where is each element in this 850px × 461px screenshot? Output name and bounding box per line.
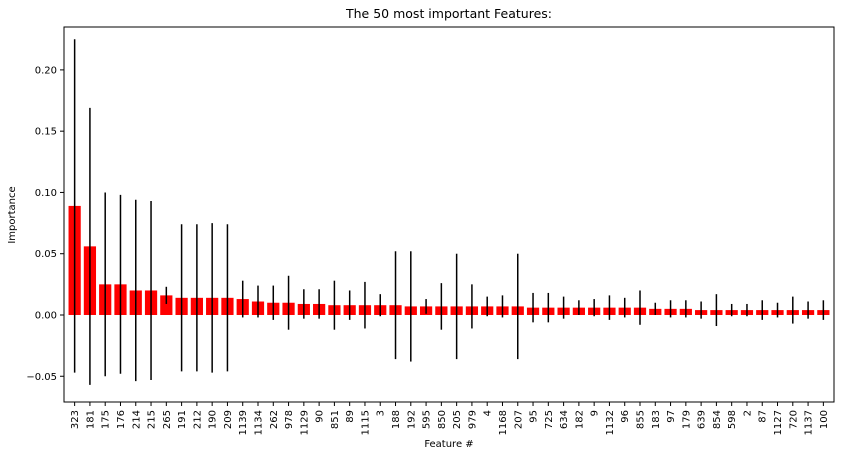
x-tick-label-851: 851 xyxy=(330,410,341,429)
x-tick-label-979: 979 xyxy=(467,410,478,429)
x-tick-label-179: 179 xyxy=(681,410,692,429)
bars-group xyxy=(68,205,830,315)
x-axis: 323 181 175 176 214 215 265 191 212 190 209 1139 113… xyxy=(70,402,830,435)
x-tick-label-262: 262 xyxy=(269,410,280,429)
y-tick-label: 0.10 xyxy=(35,188,57,199)
x-tick-label-598: 598 xyxy=(727,410,738,429)
x-tick-label-854: 854 xyxy=(712,410,723,429)
error-bars-group xyxy=(73,39,825,385)
x-tick-label-183: 183 xyxy=(651,410,662,429)
x-tick-label-595: 595 xyxy=(422,410,433,429)
x-tick-label-207: 207 xyxy=(513,410,524,429)
x-tick-label-212: 212 xyxy=(192,410,203,429)
x-tick-label-209: 209 xyxy=(223,410,234,429)
x-tick-label-9: 9 xyxy=(590,410,601,416)
x-tick-label-639: 639 xyxy=(697,410,708,429)
x-tick-label-100: 100 xyxy=(819,410,830,429)
plot-frame xyxy=(63,26,835,403)
x-tick-label-855: 855 xyxy=(636,410,647,429)
x-tick-label-97: 97 xyxy=(666,410,677,423)
x-tick-label-4: 4 xyxy=(483,410,494,416)
x-tick-label-2: 2 xyxy=(742,410,753,416)
x-tick-label-323: 323 xyxy=(70,410,81,429)
y-tick-label: 0.20 xyxy=(35,65,57,76)
x-tick-label-89: 89 xyxy=(345,410,356,423)
x-tick-label-90: 90 xyxy=(315,410,326,423)
x-tick-label-265: 265 xyxy=(162,410,173,429)
x-tick-label-1127: 1127 xyxy=(773,410,784,435)
x-tick-label-634: 634 xyxy=(559,410,570,429)
x-axis-label: Feature # xyxy=(424,439,473,450)
x-tick-label-3: 3 xyxy=(376,410,387,416)
x-tick-label-725: 725 xyxy=(544,410,555,429)
bar-265 xyxy=(160,295,173,315)
y-tick-label: 0.00 xyxy=(35,310,57,321)
x-tick-label-720: 720 xyxy=(788,410,799,429)
y-tick-label: 0.05 xyxy=(35,249,57,260)
x-tick-label-95: 95 xyxy=(529,410,540,423)
x-tick-label-214: 214 xyxy=(131,410,142,429)
x-tick-label-87: 87 xyxy=(758,410,769,423)
x-tick-label-850: 850 xyxy=(437,410,448,429)
x-tick-label-175: 175 xyxy=(101,410,112,429)
y-axis: −0.05 0.00 0.05 0.10 0.15 0.20 xyxy=(26,65,64,383)
x-tick-label-1168: 1168 xyxy=(498,410,509,435)
x-tick-label-1132: 1132 xyxy=(605,410,616,435)
y-tick-label: −0.05 xyxy=(26,372,57,383)
x-tick-label-1137: 1137 xyxy=(804,410,815,435)
x-tick-label-190: 190 xyxy=(208,410,219,429)
x-tick-label-96: 96 xyxy=(620,410,631,423)
x-tick-label-181: 181 xyxy=(85,410,96,429)
y-tick-label: 0.15 xyxy=(35,127,57,138)
x-tick-label-1115: 1115 xyxy=(360,410,371,435)
x-tick-label-978: 978 xyxy=(284,410,295,429)
x-tick-label-1134: 1134 xyxy=(254,410,265,435)
x-tick-label-176: 176 xyxy=(116,410,127,429)
x-tick-label-192: 192 xyxy=(406,410,417,429)
x-tick-label-182: 182 xyxy=(574,410,585,429)
x-tick-label-188: 188 xyxy=(391,410,402,429)
x-tick-label-1129: 1129 xyxy=(299,410,310,435)
x-tick-label-215: 215 xyxy=(147,410,158,429)
chart-title: The 50 most important Features: xyxy=(345,6,552,21)
y-axis-label: Importance xyxy=(7,186,18,243)
x-tick-label-191: 191 xyxy=(177,410,188,429)
x-tick-label-205: 205 xyxy=(452,410,463,429)
x-tick-label-1139: 1139 xyxy=(238,410,249,435)
